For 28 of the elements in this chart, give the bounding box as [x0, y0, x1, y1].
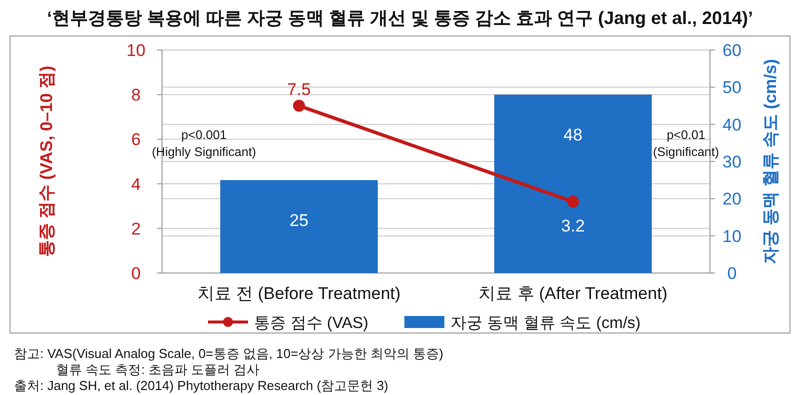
y-tick-label: 6: [131, 130, 141, 150]
y2-tick-label: 0: [727, 264, 737, 283]
annotation: p<0.001 (Highly Significant): [152, 128, 256, 159]
data-label: 48: [564, 126, 582, 145]
y2-tick-label: 30: [722, 152, 742, 172]
y-tick-label: 2: [131, 219, 141, 238]
y-tick-label: 8: [131, 86, 141, 105]
y-tick-label: 10: [126, 41, 146, 60]
x-tick-label: 치료 후 (After Treatment): [478, 284, 668, 303]
y2-tick-label: 60: [722, 41, 742, 60]
source-note: 출처: Jang SH, et al. (2014) Phytotherapy Research (참고문헌 3): [14, 378, 388, 393]
text: 참고: VAS(Visual Analog Scale, 0=통증 없음, 10=상상 가능한 최악의 통증) 혈류 속도 측정: 초음파 도플러 검사: [14, 346, 444, 377]
chart-title: ‘현부경통탕 복용에 따른 자궁 동맥 혈류 개선 및 통증 감소 효과 연구 (Jang et al., 2014)’: [46, 8, 754, 28]
x-tick-label: 치료 전 (Before Treatment): [197, 284, 401, 303]
legend-label: 통증 점수 (VAS): [254, 315, 368, 332]
legend-label: 자궁 동맥 혈류 속도 (cm/s): [450, 315, 641, 332]
annotation: p<0.01 (Significant): [653, 128, 719, 159]
data-label: 7.5: [287, 80, 311, 99]
y2-axis-title: 자궁 동맥 혈류 속도 (cm/s): [761, 59, 780, 264]
y2-tick-label: 20: [722, 190, 742, 209]
y-tick-label: 4: [131, 174, 141, 194]
y2-tick-label: 50: [722, 78, 742, 98]
data-label: 3.2: [561, 216, 585, 236]
y2-tick-label: 10: [722, 226, 742, 246]
data-label: 25: [290, 211, 308, 230]
y-axis-title: 통증 점수 (VAS, 0–10 점): [37, 66, 56, 258]
y2-tick-label: 40: [722, 115, 742, 134]
y-tick-label: 0: [131, 264, 141, 283]
